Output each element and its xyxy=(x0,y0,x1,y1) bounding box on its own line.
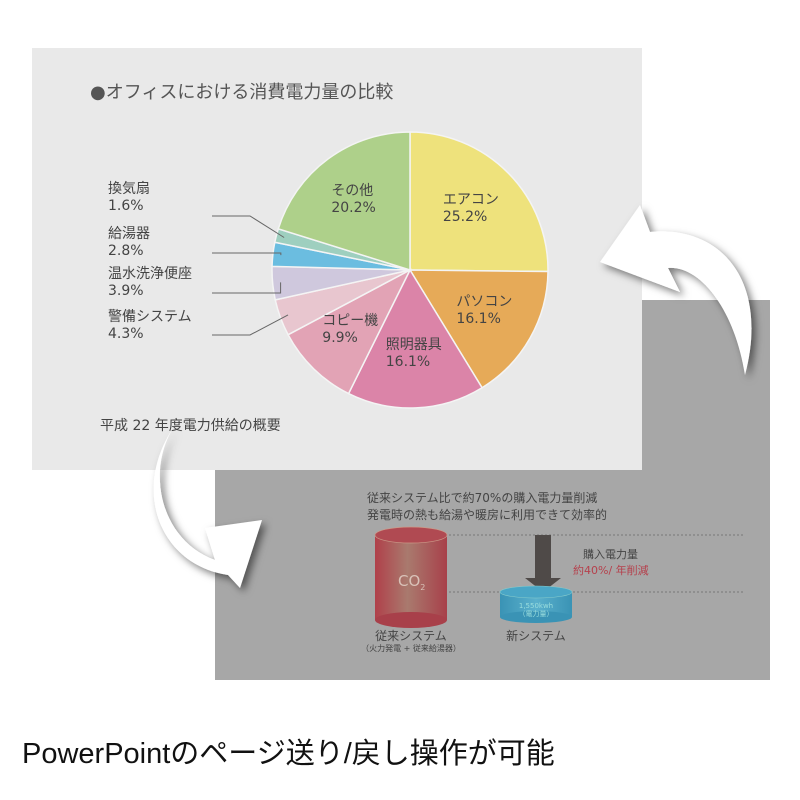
slice-value: 9.9% xyxy=(322,330,358,347)
new-label: 新システム xyxy=(506,629,566,643)
slice-value: 4.3% xyxy=(108,326,144,342)
back-line2: 発電時の熱も給湯や暖房に利用できて効率的 xyxy=(367,508,608,522)
leader-line xyxy=(212,282,282,294)
slice-label: エアコン 25.2% xyxy=(443,192,499,226)
slice-name: 換気扇 xyxy=(108,181,150,197)
caption: PowerPointのページ送り/戻し操作が可能 xyxy=(22,738,555,770)
purchase-value: 約40%/ 年削減 xyxy=(573,564,649,577)
pie-slice xyxy=(277,131,411,272)
slice-name: その他 xyxy=(331,183,374,200)
slice-name: 給湯器 xyxy=(108,226,150,242)
back-line1: 従来システム比で約70%の購入電力量削減 xyxy=(367,491,598,505)
co2-label: CO2 xyxy=(398,572,426,592)
slice-name: パソコン xyxy=(456,294,513,311)
slice-value: 16.1% xyxy=(385,354,431,371)
leader-line xyxy=(212,314,289,336)
slice-value: 20.2% xyxy=(331,200,376,217)
pie-slice xyxy=(287,268,412,395)
down-arrow-icon xyxy=(535,535,551,580)
leader-line xyxy=(212,252,282,256)
slice-label: コピー機 9.9% xyxy=(322,313,378,347)
slice-label: 照明器具 16.1% xyxy=(386,337,442,371)
slide-title: ●オフィスにおける消費電力量の比較 xyxy=(90,82,394,103)
old-cylinder xyxy=(375,535,447,620)
leader-line xyxy=(212,215,285,238)
pie-slice xyxy=(409,131,549,273)
slice-value: 1.6% xyxy=(108,198,144,214)
slice-value: 2.8% xyxy=(108,243,144,259)
slice-value: 3.9% xyxy=(108,283,144,299)
slice-name: コピー機 xyxy=(322,313,379,330)
slice-name: 警備システム xyxy=(108,309,192,325)
slice-label: 温水洗浄便座 3.9% xyxy=(108,266,192,300)
slice-label: 給湯器 2.8% xyxy=(108,226,150,260)
front-slide: ●オフィスにおける消費電力量の比較 平成 22 年度電力供給の概要 エアコン 25… xyxy=(32,48,642,470)
old-sub: （火力発電 + 従来給湯器） xyxy=(361,644,461,653)
pie-slice xyxy=(347,268,484,409)
slice-name: 温水洗浄便座 xyxy=(108,266,192,282)
slice-name: 照明器具 xyxy=(385,337,442,354)
slice-label: 警備システム 4.3% xyxy=(108,309,192,343)
new-value-sub: （電力量） xyxy=(518,610,554,618)
purchase-label: 購入電力量 xyxy=(583,548,638,561)
slice-label: その他 20.2% xyxy=(331,183,375,217)
pie-slice xyxy=(408,269,549,389)
slice-name: エアコン xyxy=(442,191,499,208)
old-label: 従来システム xyxy=(375,629,447,643)
slice-value: 16.1% xyxy=(456,311,501,328)
new-value: 1,550kwh xyxy=(518,602,554,610)
slice-value: 25.2% xyxy=(442,208,488,225)
slice-label: パソコン 16.1% xyxy=(456,294,512,328)
pie-chart xyxy=(212,131,549,409)
slice-label: 換気扇 1.6% xyxy=(108,181,150,215)
back-diagram xyxy=(374,526,745,628)
